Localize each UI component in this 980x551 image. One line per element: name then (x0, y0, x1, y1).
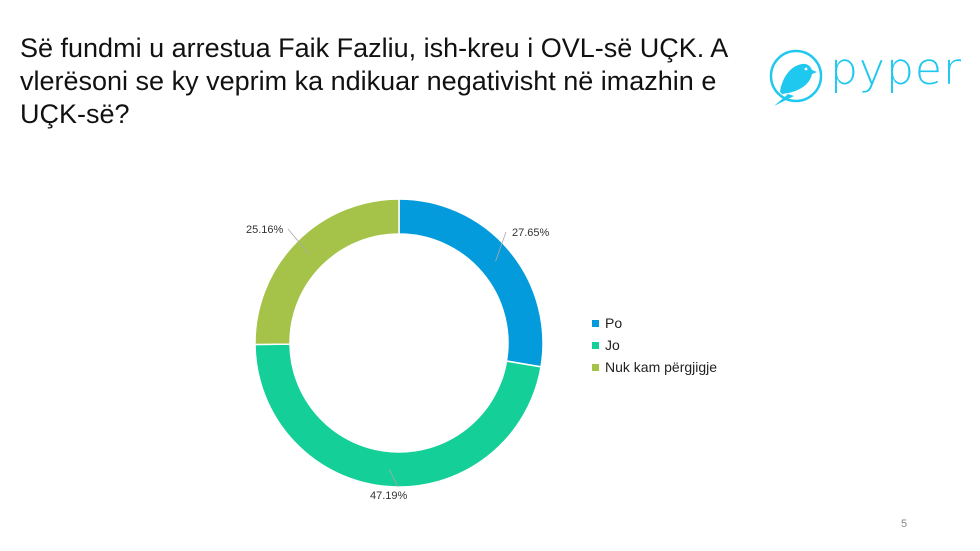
legend-label: Po (605, 315, 623, 331)
slide-title: Së fundmi u arrestua Faik Fazliu, ish-kr… (20, 33, 727, 129)
pyper-bird-logo-icon (769, 49, 823, 106)
data-label: 27.65% (512, 227, 550, 239)
legend-swatch (592, 363, 599, 371)
legend-label: Jo (605, 337, 620, 353)
legend-swatch (592, 319, 599, 327)
legend: Po Jo Nuk kam përgjigje (592, 312, 717, 378)
data-label: 25.16% (246, 224, 284, 236)
legend-item: Nuk kam përgjigje (592, 356, 717, 378)
leader-line (287, 228, 310, 255)
donut-slice-nuk-kam-përgjigje (254, 198, 400, 346)
donut-slice-jo (254, 343, 542, 488)
legend-swatch (592, 341, 599, 349)
leader-line (388, 468, 399, 488)
legend-item: Jo (592, 334, 717, 356)
legend-label: Nuk kam përgjigje (605, 359, 718, 375)
page-number: 5 (901, 518, 908, 530)
leader-line (495, 231, 507, 262)
logo-text: pyper (830, 44, 963, 95)
donut-slice-po (398, 198, 544, 368)
data-label: 47.19% (370, 490, 408, 502)
legend-item: Po (592, 312, 717, 334)
